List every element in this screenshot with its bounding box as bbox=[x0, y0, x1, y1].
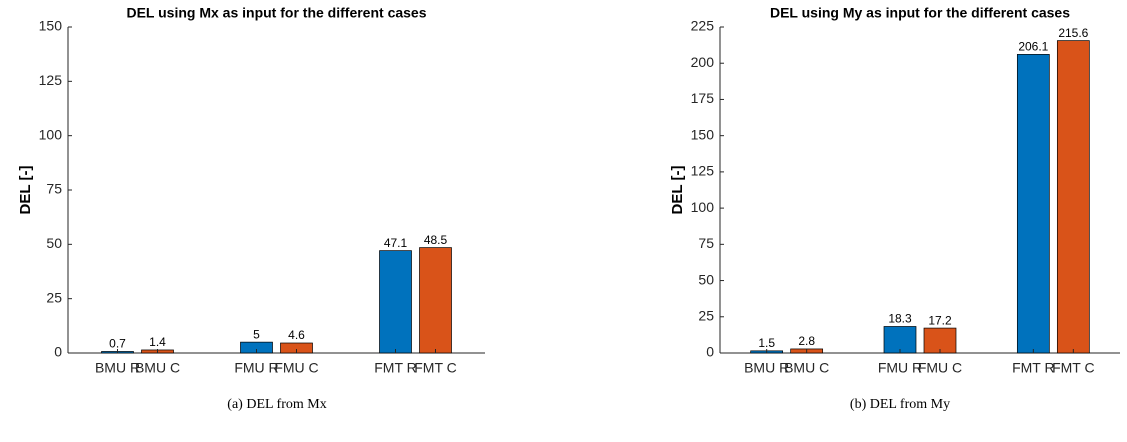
y-tick-label: 200 bbox=[691, 54, 715, 70]
value-label: 2.8 bbox=[798, 334, 815, 348]
value-label: 18.3 bbox=[888, 312, 912, 326]
bar bbox=[883, 326, 917, 354]
bar bbox=[1016, 54, 1050, 354]
y-tick-label: 150 bbox=[691, 126, 715, 142]
value-label: 17.2 bbox=[928, 313, 952, 327]
value-label: 47.1 bbox=[384, 236, 408, 250]
value-label: 4.6 bbox=[288, 328, 305, 342]
x-tick-label: BMU C bbox=[135, 360, 180, 376]
y-tick-label: 100 bbox=[691, 199, 715, 215]
x-tick-label: BMU R bbox=[744, 360, 789, 376]
value-label: 5 bbox=[253, 327, 260, 341]
caption: (b) DEL from My bbox=[850, 397, 950, 412]
y-tick-label: 25 bbox=[698, 307, 714, 323]
y-tick-label: 100 bbox=[39, 126, 63, 142]
y-axis-label: DEL [-] bbox=[17, 166, 34, 215]
y-tick-label: 225 bbox=[691, 18, 715, 34]
value-label: 215.6 bbox=[1058, 26, 1088, 40]
chart-title: DEL using My as input for the different … bbox=[770, 5, 1070, 21]
y-tick-label: 50 bbox=[698, 271, 714, 287]
value-label: 1.4 bbox=[149, 335, 166, 349]
value-label: 48.5 bbox=[424, 233, 448, 247]
x-tick-label: BMU R bbox=[95, 360, 140, 376]
x-tick-label: FMU C bbox=[918, 360, 962, 376]
x-tick-label: FMU R bbox=[878, 360, 922, 376]
value-label: 206.1 bbox=[1018, 40, 1048, 54]
y-axis-label: DEL [-] bbox=[669, 166, 686, 215]
y-tick-label: 0 bbox=[54, 344, 62, 360]
value-label: 1.5 bbox=[758, 336, 775, 350]
y-tick-label: 75 bbox=[698, 235, 714, 251]
value-label: 0.7 bbox=[109, 337, 126, 351]
y-tick-label: 50 bbox=[46, 235, 62, 251]
y-tick-label: 175 bbox=[691, 90, 715, 106]
bar bbox=[923, 327, 957, 354]
y-tick-label: 25 bbox=[46, 289, 62, 305]
bar bbox=[1056, 40, 1090, 354]
bar bbox=[379, 250, 412, 354]
x-tick-label: FMT C bbox=[1052, 360, 1095, 376]
x-tick-label: FMT R bbox=[1012, 360, 1055, 376]
x-tick-label: FMT R bbox=[374, 360, 417, 376]
x-tick-label: FMT C bbox=[414, 360, 457, 376]
y-tick-label: 0 bbox=[706, 344, 714, 360]
y-tick-label: 125 bbox=[691, 163, 715, 179]
caption: (a) DEL from Mx bbox=[227, 397, 326, 412]
x-tick-label: FMU R bbox=[234, 360, 278, 376]
chart-title: DEL using Mx as input for the different … bbox=[126, 5, 426, 21]
y-tick-label: 125 bbox=[39, 72, 63, 88]
y-tick-label: 75 bbox=[46, 181, 62, 197]
y-tick-label: 150 bbox=[39, 18, 63, 34]
x-tick-label: BMU C bbox=[784, 360, 829, 376]
bar bbox=[419, 247, 452, 354]
x-tick-label: FMU C bbox=[274, 360, 318, 376]
